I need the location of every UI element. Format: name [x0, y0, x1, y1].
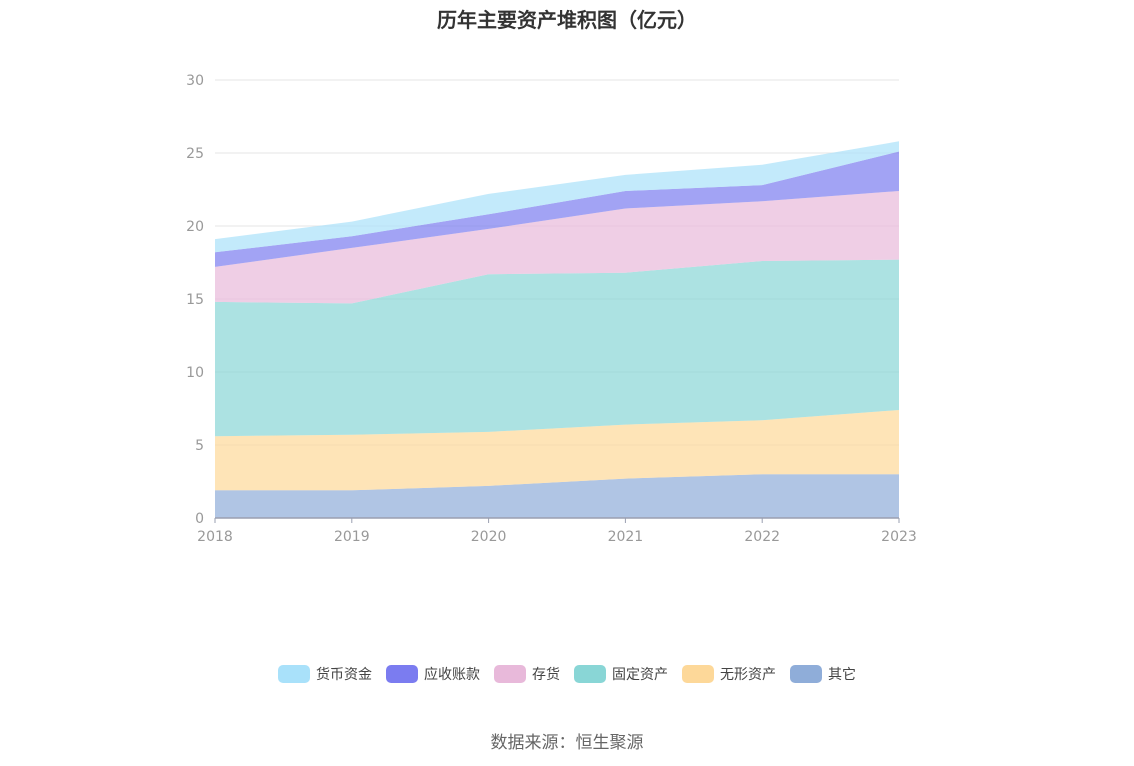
legend-swatch — [682, 665, 714, 683]
area-存货 — [215, 191, 899, 304]
x-tick-label: 2023 — [881, 529, 917, 545]
legend-label: 无形资产 — [720, 667, 776, 683]
legend-swatch — [790, 665, 822, 683]
legend-item[interactable]: 其它 — [790, 664, 856, 684]
legend-label: 其它 — [828, 667, 856, 683]
y-tick-label: 10 — [186, 365, 204, 381]
area-其它 — [215, 474, 899, 518]
x-tick-label: 2021 — [608, 529, 644, 545]
legend-label: 货币资金 — [316, 667, 372, 683]
area-无形资产 — [215, 410, 899, 491]
legend: 货币资金 应收账款 存货 固定资产 无形资产 其它 — [0, 664, 1134, 684]
legend-label: 固定资产 — [612, 667, 668, 683]
x-tick-label: 2019 — [334, 529, 370, 545]
axes: 0 5 10 15 20 25 30 2018 2019 2020 2021 2022 2023 — [186, 73, 917, 545]
data-source: 数据来源：恒生聚源 — [490, 733, 644, 753]
y-tick-label: 0 — [195, 511, 204, 527]
x-tick-label: 2022 — [744, 529, 780, 545]
y-tick-label: 15 — [186, 292, 204, 308]
y-tick-label: 5 — [195, 438, 204, 454]
legend-item[interactable]: 固定资产 — [574, 664, 668, 684]
chart-title: 历年主要资产堆积图（亿元） — [437, 8, 697, 32]
y-tick-label: 25 — [186, 146, 204, 162]
legend-swatch — [386, 665, 418, 683]
area-货币资金 — [215, 141, 899, 253]
legend-swatch — [278, 665, 310, 683]
legend-label: 存货 — [532, 667, 560, 683]
x-tick-label: 2020 — [471, 529, 507, 545]
legend-item[interactable]: 应收账款 — [386, 664, 480, 684]
area-固定资产 — [215, 259, 899, 437]
legend-label: 应收账款 — [424, 667, 480, 683]
legend-item[interactable]: 存货 — [494, 664, 560, 684]
x-tick-label: 2018 — [197, 529, 233, 545]
y-tick-label: 30 — [186, 73, 204, 89]
legend-swatch — [494, 665, 526, 683]
area-应收账款 — [215, 151, 899, 267]
legend-swatch — [574, 665, 606, 683]
y-tick-label: 20 — [186, 219, 204, 235]
legend-item[interactable]: 无形资产 — [682, 664, 776, 684]
area-series — [215, 141, 899, 518]
legend-item[interactable]: 货币资金 — [278, 664, 372, 684]
